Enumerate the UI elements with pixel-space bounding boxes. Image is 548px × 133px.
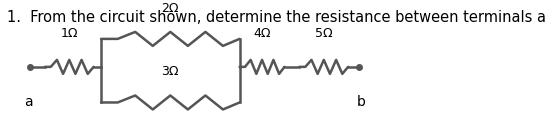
Text: 2Ω: 2Ω bbox=[162, 2, 179, 15]
Text: 4Ω: 4Ω bbox=[253, 27, 271, 40]
Text: 1.  From the circuit shown, determine the resistance between terminals a and b.: 1. From the circuit shown, determine the… bbox=[8, 10, 548, 25]
Text: b: b bbox=[357, 95, 366, 109]
Text: 5Ω: 5Ω bbox=[315, 27, 333, 40]
Text: 3Ω: 3Ω bbox=[162, 65, 179, 78]
Text: a: a bbox=[24, 95, 32, 109]
Text: 1Ω: 1Ω bbox=[60, 27, 78, 40]
